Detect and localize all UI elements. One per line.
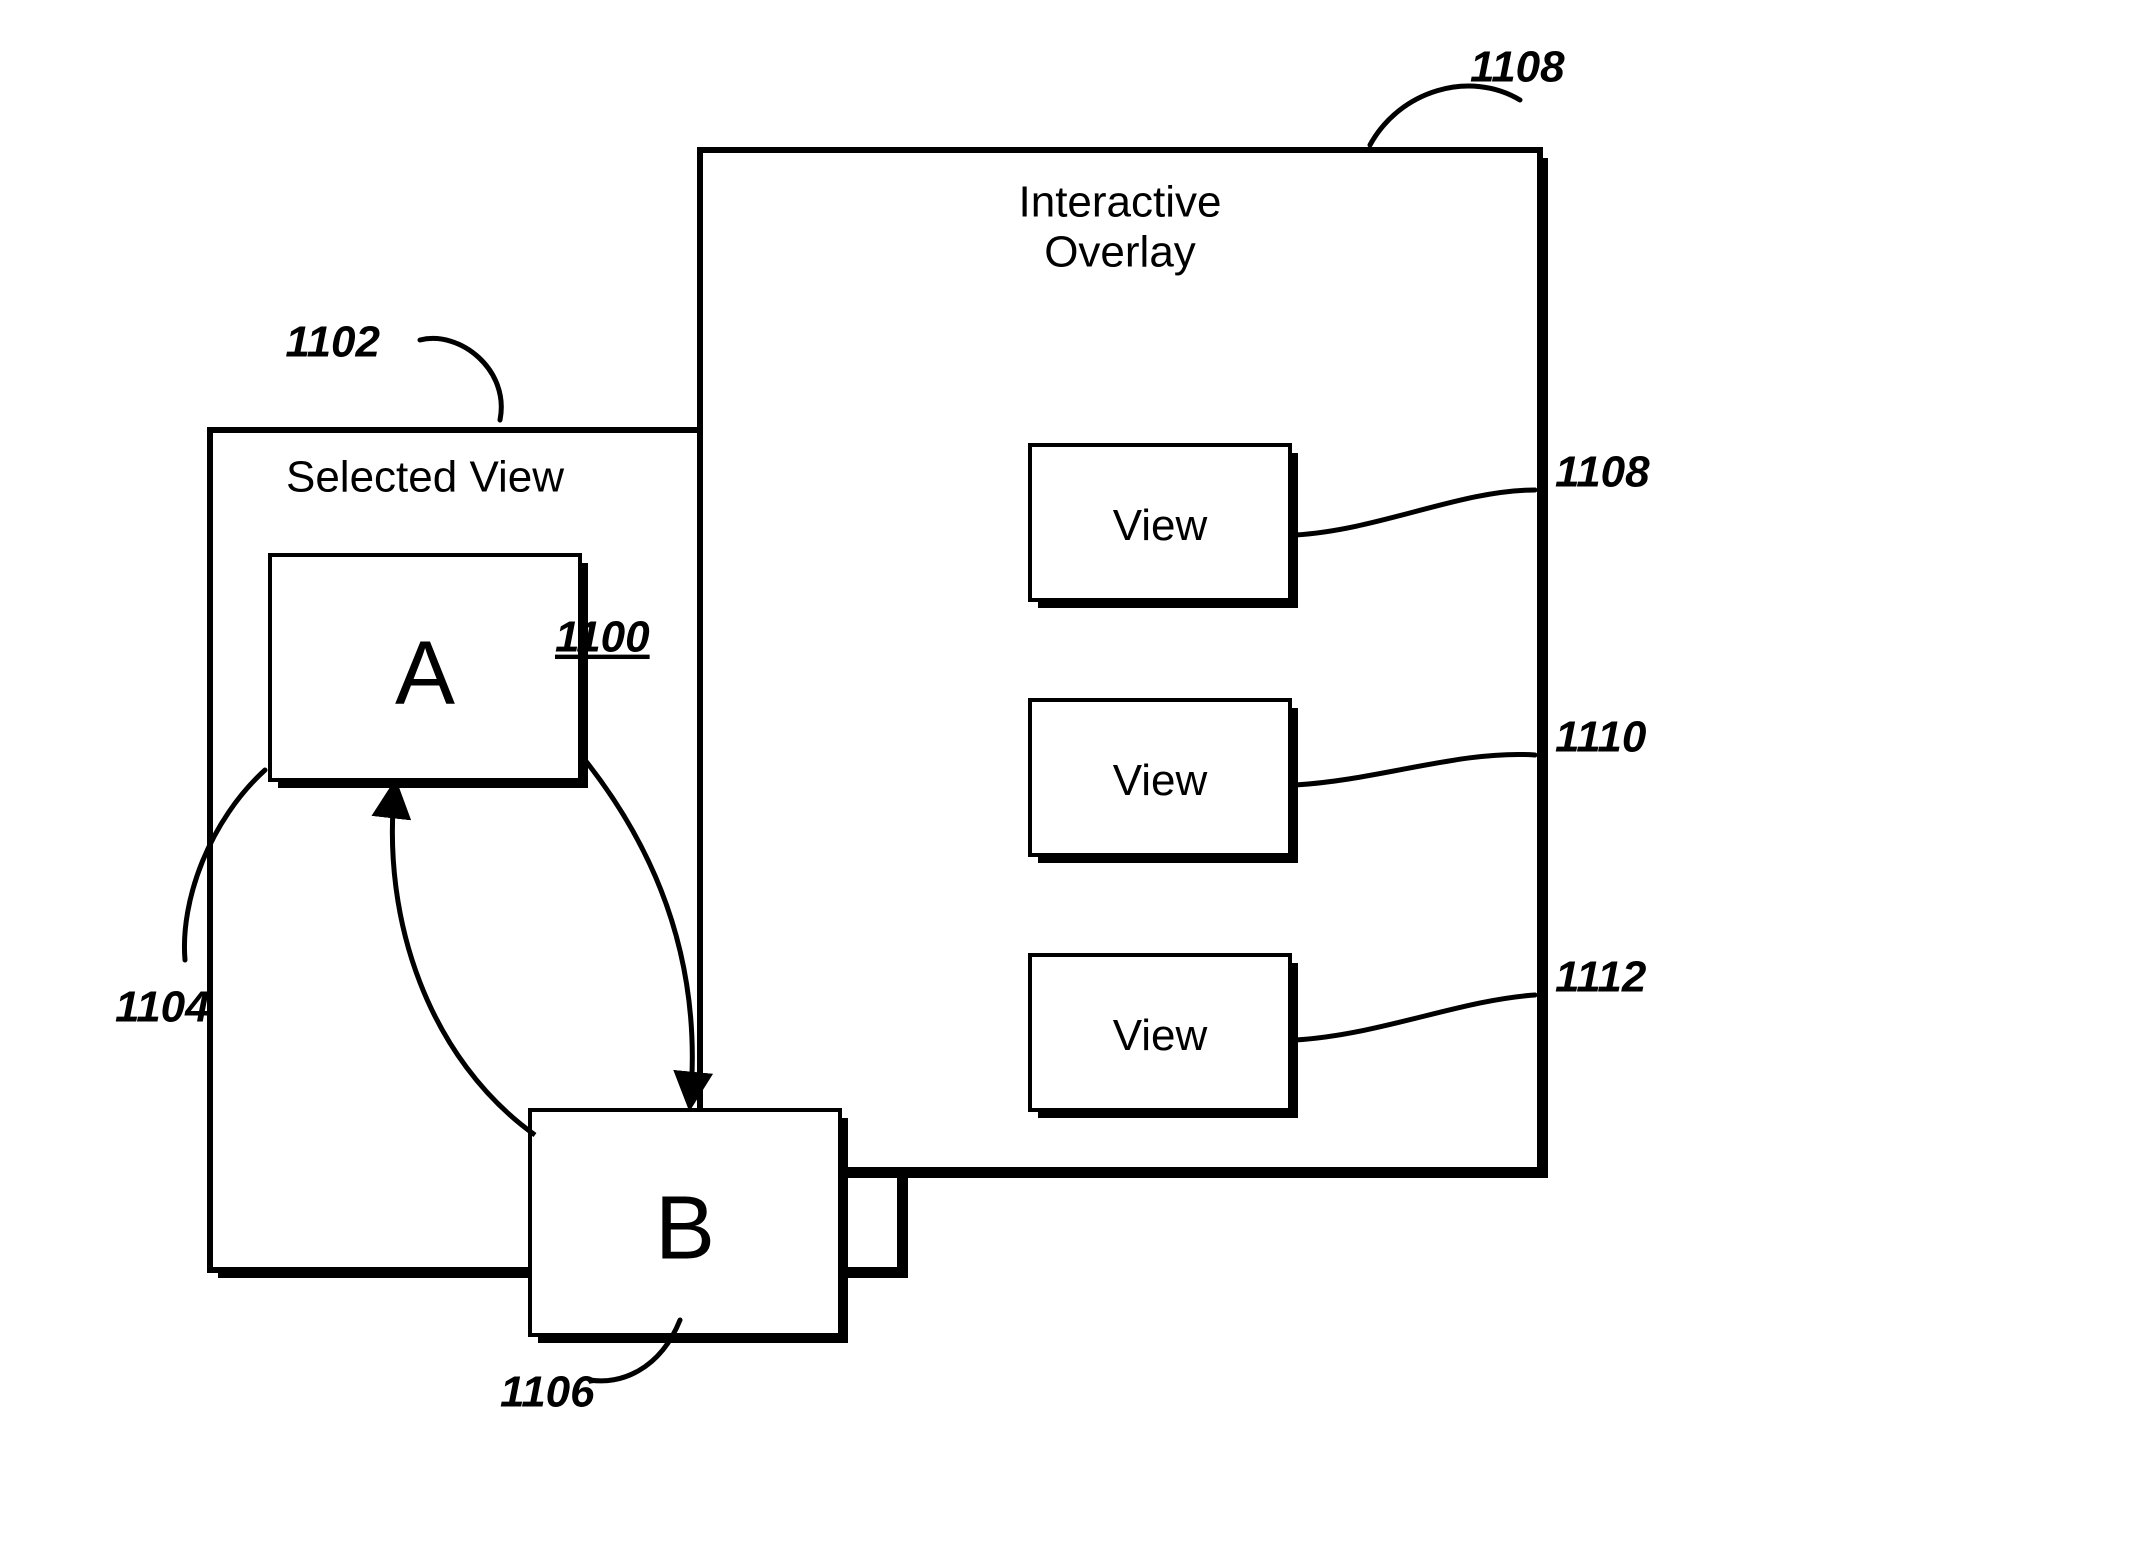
overlay-view-ref-2: 1112 <box>1555 953 1647 1002</box>
node-a-box[interactable]: A <box>270 555 588 788</box>
selected-view-leader <box>420 338 501 420</box>
node-b-box[interactable]: B <box>530 1110 848 1343</box>
overlay-view-label-2: View <box>1113 1011 1208 1060</box>
overlay-view-box-1[interactable]: View <box>1030 700 1298 863</box>
overlay-view-ref-1: 1110 <box>1555 713 1647 762</box>
overlay-panel-leader <box>1370 86 1520 145</box>
node-a-label: A <box>395 623 455 723</box>
node-b-label: B <box>655 1178 715 1278</box>
figure-ref: 1100 <box>555 613 650 662</box>
overlay-view-ref-0: 1108 <box>1555 448 1650 497</box>
overlay-view-box-2[interactable]: View <box>1030 955 1298 1118</box>
overlay-view-box-0[interactable]: View <box>1030 445 1298 608</box>
selected-view-title: Selected View <box>286 453 564 502</box>
overlay-view-label-1: View <box>1113 756 1208 805</box>
selected-view-ref: 1102 <box>285 318 380 367</box>
overlay-panel-ref: 1108 <box>1470 43 1565 92</box>
overlay-title-line1: Interactive <box>1019 178 1222 227</box>
overlay-view-label-0: View <box>1113 501 1208 550</box>
node-a-ref: 1104 <box>115 983 210 1032</box>
node-b-ref: 1106 <box>500 1368 595 1417</box>
overlay-title-line2: Overlay <box>1044 228 1196 277</box>
